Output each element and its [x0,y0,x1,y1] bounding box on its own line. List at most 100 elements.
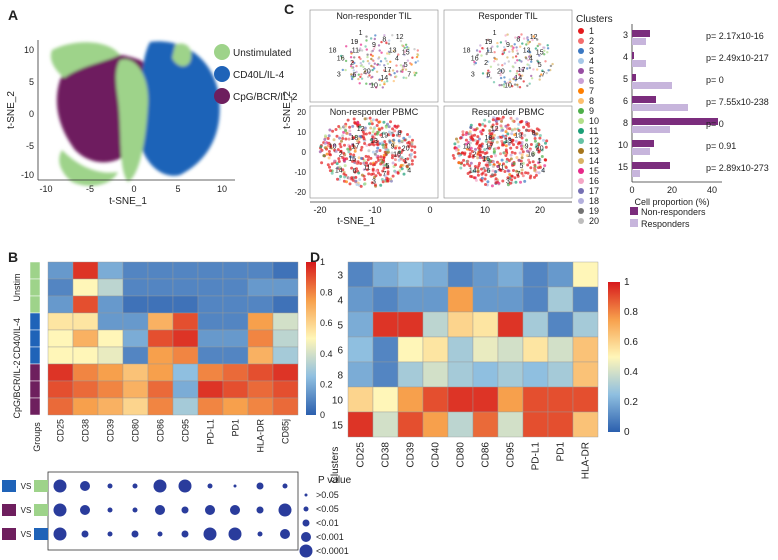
heat-cell [547,286,574,313]
tsne-point [528,55,531,58]
heat-cell [247,278,274,297]
tsne-point [469,132,472,136]
tsne-point [547,69,550,72]
tsne-point [344,59,348,63]
tsne-point [367,172,371,176]
tsne-point [369,138,373,142]
pvalue-dot [107,531,113,537]
tsne-point [511,50,514,53]
heat-cell [572,261,599,288]
tsne-cluster-label: 3 [372,178,376,185]
tsne-point [327,134,331,138]
heat-cell [422,336,449,363]
pvalue-legend-label-3: <0.001 [316,532,344,542]
tsne-point [355,139,359,143]
tsne-point [405,49,408,52]
tsne-point [471,155,475,159]
tsne-point [454,148,458,152]
tsne-point [472,176,476,180]
tsne-point [359,148,363,152]
tsne-point [453,142,457,146]
tsne-point [530,74,533,78]
tsne-point [484,163,488,167]
heat-cell [572,386,599,413]
tsne-point [406,157,410,161]
heat-cell [522,336,549,363]
tsne-point [509,45,513,48]
tsne-point [344,124,348,128]
bar-responders-5 [632,82,672,89]
tsne-point [355,183,359,186]
tsne-point [330,162,334,166]
tsne-point [519,180,522,184]
heat-cell [247,397,274,416]
cluster-swatch-12 [578,138,584,144]
comparison-vs-label: VS [21,506,32,515]
tsne-point [516,59,519,62]
cluster-label-11: 11 [589,126,598,136]
tsne-point [508,138,512,142]
pvalue-dot [257,531,263,537]
heat-cell [72,329,99,348]
heat-cell [497,361,524,388]
pvalue-dot [107,483,113,489]
tsne-point [488,70,491,74]
tsne-point [503,136,507,139]
bar-non-responders-5 [632,74,636,81]
heat-cell [422,311,449,338]
heat-cell [372,361,399,388]
tsne-cluster-label: 8 [382,36,386,43]
heat-cell [397,361,424,388]
tsne-cluster-label: 6 [486,72,490,79]
tsne-point [368,131,372,135]
bar-category-label: 8 [623,118,628,128]
tsne-point [415,71,418,75]
tsne-point [370,181,374,185]
tsne-point [371,150,375,154]
tsne-point [537,161,541,165]
tsne-point [354,179,358,183]
tsne-cluster-label: 9 [506,42,510,49]
tsne-point [528,82,531,85]
tsne-point [506,169,510,173]
tsne-point [510,150,514,154]
heat-cell [222,380,249,399]
tsne-point [384,57,387,60]
tsne-cluster-label: 7 [516,171,520,178]
heat-cell [197,397,224,416]
tsne-xlabel: t-SNE_1 [337,216,375,227]
cluster-swatch-20 [578,218,584,224]
tsne-point [395,75,398,78]
tsne-point [487,49,490,52]
tsne-point [513,151,517,155]
tsne-point [337,157,341,161]
tsne-point [533,137,537,140]
tsne-point [350,73,353,76]
tsne-point [503,141,507,144]
tsne-point [495,122,499,126]
tsne-point [355,167,358,171]
tsne-point [501,128,505,132]
tsne-cluster-label: 3 [471,71,475,78]
heat-cell [272,261,299,280]
tsne-point [363,142,367,145]
tsne-point [355,64,358,68]
tsne-point [515,72,518,75]
tsne-point [508,50,511,53]
tsne-point [345,45,348,48]
tsne-point [362,161,366,165]
tsne-point [540,148,544,152]
tsne-point [464,142,468,146]
cluster-row-label: 6 [337,346,343,357]
tsne-point [500,117,504,121]
tsne-cluster-label: 14 [514,75,522,82]
tsne-point [378,173,382,177]
heat-cell [347,411,374,438]
tsne-point [507,60,510,63]
heat-cell [272,346,299,365]
cluster-label-12: 12 [589,136,599,146]
tsne-point [542,138,545,142]
heat-cell [97,397,124,416]
tsne-point [474,61,477,65]
